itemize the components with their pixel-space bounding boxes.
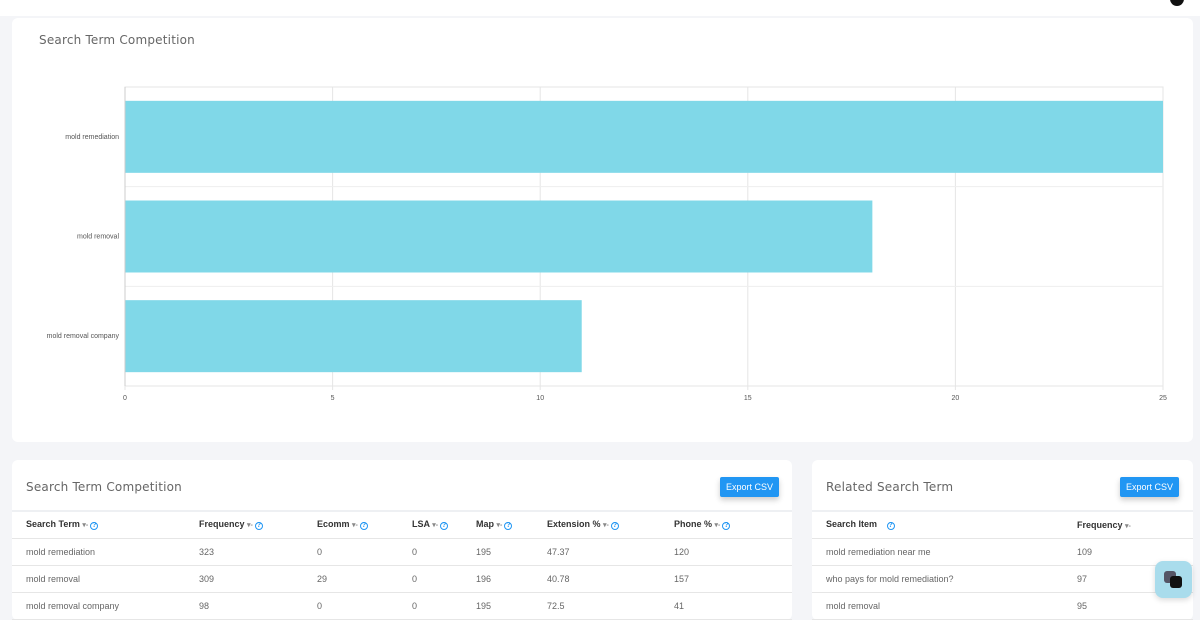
sort-icon[interactable]: ▾- — [603, 522, 609, 530]
table-cell: 0 — [412, 565, 476, 593]
help-icon[interactable]: ? — [90, 522, 99, 531]
help-icon[interactable]: ? — [610, 522, 619, 531]
chart-title: Search Term Competition — [39, 33, 195, 47]
related-table: Search Item ? Frequency ▾- mold remediat… — [812, 510, 1193, 620]
sort-icon[interactable]: ▾- — [496, 522, 503, 530]
sort-icon[interactable]: ▾- — [714, 522, 721, 530]
related-card: Related Search Term Export CSV Search It… — [812, 460, 1193, 620]
table-cell: mold remediation — [12, 538, 199, 566]
table-cell: who pays for mold remediation? — [812, 565, 1077, 593]
bar-chart: 0 5 10 15 20 25 mold remediation mold removal mo… — [47, 86, 1167, 402]
column-header-phone[interactable]: Phone % ▾-? — [674, 510, 792, 539]
table-row: mold remediation near me 109 — [812, 538, 1193, 566]
help-icon[interactable]: ? — [886, 522, 895, 531]
table-cell: 47.37 — [547, 538, 674, 566]
help-icon[interactable]: ? — [722, 522, 731, 531]
table-cell: 109 — [1077, 538, 1193, 566]
x-tick-label: 0 — [123, 395, 127, 402]
sort-icon[interactable]: ▾- — [1125, 522, 1131, 530]
table-cell: mold removal — [12, 565, 199, 593]
sort-icon[interactable]: ▾- — [352, 522, 358, 530]
top-bar — [0, 0, 1200, 16]
help-icon[interactable]: ? — [440, 522, 449, 531]
sort-icon[interactable]: ▾- — [247, 522, 253, 530]
sort-icon[interactable]: ▾- — [432, 522, 439, 530]
column-header-lsa[interactable]: LSA ▾-? — [412, 510, 476, 539]
y-category-label: mold remediation — [65, 134, 119, 141]
table-cell: 195 — [476, 538, 547, 566]
column-header-extension[interactable]: Extension % ▾-? — [547, 510, 674, 539]
table-cell: 157 — [674, 565, 792, 593]
bar[interactable] — [125, 200, 873, 273]
x-tick-label: 25 — [1159, 395, 1167, 402]
table-cell: 40.78 — [547, 565, 674, 593]
bar[interactable] — [125, 300, 582, 373]
help-icon[interactable]: ? — [359, 522, 368, 531]
x-tick-label: 20 — [952, 395, 960, 402]
help-icon[interactable]: ? — [504, 522, 513, 531]
y-category-label: mold removal company — [47, 333, 120, 340]
competition-table: Search Term ▾-? Frequency ▾-? Ecomm ▾-? LSA… — [12, 510, 792, 620]
column-header-search-item[interactable]: Search Item ? — [812, 510, 1077, 539]
x-tick-label: 15 — [744, 395, 752, 402]
column-header-ecomm[interactable]: Ecomm ▾-? — [317, 510, 412, 539]
x-tick-label: 5 — [331, 395, 335, 402]
column-header-map[interactable]: Map ▾-? — [476, 510, 547, 539]
table-cell: 0 — [412, 538, 476, 566]
table-cell: mold remediation near me — [812, 538, 1077, 566]
table-cell: 196 — [476, 565, 547, 593]
table-cell: 120 — [674, 538, 792, 566]
column-header-frequency[interactable]: Frequency ▾-? — [199, 510, 317, 539]
column-header-frequency[interactable]: Frequency ▾- — [1077, 510, 1193, 539]
table-cell: 29 — [317, 565, 412, 593]
table-cell: 309 — [199, 565, 317, 593]
table-cell: 0 — [317, 538, 412, 566]
competition-title: Search Term Competition — [26, 480, 182, 494]
related-title: Related Search Term — [826, 480, 954, 494]
user-avatar[interactable] — [1170, 0, 1184, 6]
table-row: mold removal 309 29 0 196 40.78 157 — [12, 565, 792, 593]
help-icon[interactable]: ? — [254, 522, 263, 531]
bar[interactable] — [125, 100, 1163, 173]
competition-card: Search Term Competition Export CSV Searc… — [12, 460, 792, 620]
table-row: who pays for mold remediation? 97 — [812, 565, 1193, 593]
sort-icon[interactable]: ▾- — [82, 522, 89, 530]
export-csv-button[interactable]: Export CSV — [720, 477, 780, 497]
chat-widget-button[interactable] — [1155, 561, 1192, 598]
y-category-label: mold removal — [77, 234, 119, 241]
table-row: mold remediation 323 0 0 195 47.37 120 — [12, 538, 792, 566]
chart-card: Search Term Competition 0 5 10 15 20 25 mold r… — [12, 18, 1193, 442]
related-export-csv-button[interactable]: Export CSV — [1120, 477, 1180, 497]
column-header-search-term[interactable]: Search Term ▾-? — [12, 510, 199, 539]
x-tick-label: 10 — [536, 395, 544, 402]
table-cell: 323 — [199, 538, 317, 566]
